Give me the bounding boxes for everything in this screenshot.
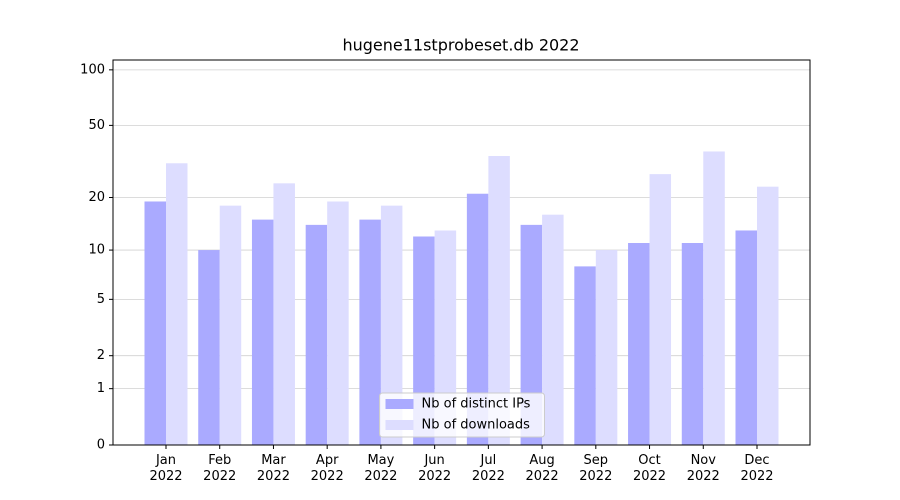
bar — [520, 224, 543, 445]
y-tick-label: 5 — [97, 292, 105, 307]
x-tick-label: Jul 2022 — [471, 453, 505, 484]
bar — [681, 243, 704, 445]
legend-swatch — [385, 399, 414, 409]
bar — [488, 155, 510, 446]
bar — [380, 205, 403, 445]
chart-title: hugene11stprobeset.db 2022 — [342, 36, 579, 55]
bar — [649, 174, 672, 445]
bar — [735, 230, 757, 445]
x-tick-label: Oct 2022 — [632, 453, 667, 484]
bar — [219, 205, 242, 445]
y-tick-label: 1 — [97, 381, 105, 396]
y-tick-label: 10 — [88, 243, 105, 258]
axes-frame — [112, 59, 811, 446]
legend-label: Nb of downloads — [422, 418, 531, 433]
y-tick-label: 0 — [97, 438, 105, 453]
bar — [757, 186, 779, 446]
bar — [144, 201, 166, 445]
x-tick-label: Apr 2022 — [310, 453, 344, 484]
bar — [273, 183, 295, 445]
bar — [595, 250, 618, 445]
bar — [466, 193, 489, 445]
y-tick-label: 20 — [88, 190, 105, 205]
x-tick-label: Sep 2022 — [579, 453, 613, 484]
x-tick-label: Aug 2022 — [525, 453, 559, 484]
x-tick-label: Nov 2022 — [686, 453, 720, 484]
bar — [574, 266, 596, 445]
x-tick-label: Dec 2022 — [740, 453, 774, 484]
bar — [305, 224, 328, 445]
bar — [327, 201, 349, 445]
legend-box — [379, 392, 545, 438]
bar — [251, 219, 274, 445]
y-tick-label: 100 — [80, 62, 105, 77]
legend: Nb of distinct IPs Nb of downloads — [379, 392, 545, 438]
bar — [166, 163, 188, 445]
x-tick-label: Feb 2022 — [203, 453, 237, 484]
bar — [542, 214, 564, 445]
y-tick-label: 50 — [88, 118, 105, 133]
bar — [628, 243, 650, 445]
bar — [703, 151, 725, 446]
x-tick-label: Jan 2022 — [149, 453, 183, 484]
bar — [198, 250, 220, 445]
y-tick-label: 2 — [97, 348, 105, 363]
x-tick-label: Jun 2022 — [418, 453, 452, 484]
legend-swatch — [385, 420, 414, 430]
x-tick-label: Mar 2022 — [256, 453, 290, 484]
legend-label: Nb of distinct IPs — [422, 397, 531, 412]
bar — [434, 230, 457, 445]
x-tick-label: May 2022 — [364, 453, 398, 484]
bar — [359, 219, 381, 445]
